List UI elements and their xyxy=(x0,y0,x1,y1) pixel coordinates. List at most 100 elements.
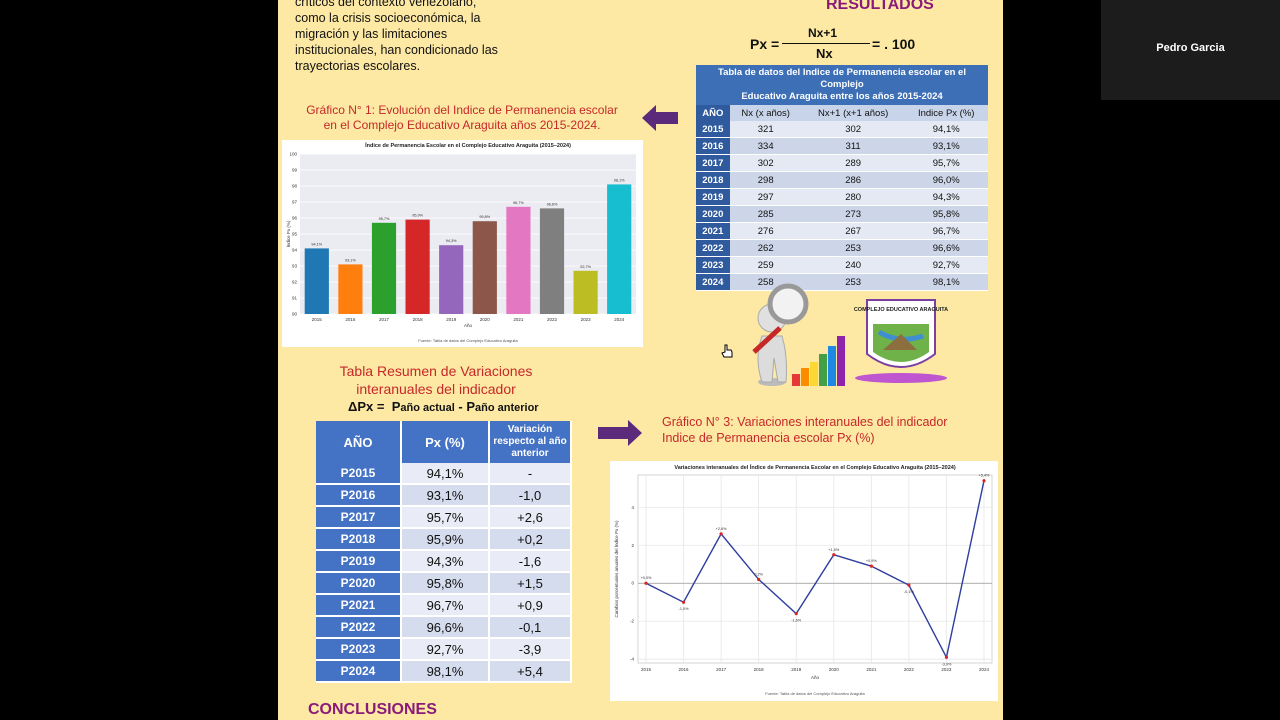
table-cell: -3,9 xyxy=(489,638,572,661)
table-row: P2021 96,7% +0,9 xyxy=(316,594,572,617)
arrow-left-icon xyxy=(642,105,678,131)
poster: críticos del contexto venezolano, como l… xyxy=(278,0,1003,720)
column-header: AÑO xyxy=(316,421,402,463)
y-tick-label: 98 xyxy=(292,184,298,189)
table-cell: P2019 xyxy=(316,550,402,573)
data-label: 92,7% xyxy=(580,265,591,269)
table-cell: 273 xyxy=(801,205,905,223)
data-table-title: Tabla de datos del Indice de Permanencia… xyxy=(696,65,988,105)
chart-title: Índice de Permanencia Escolar en el Comp… xyxy=(365,141,571,149)
formula: Px = Nx+1 Nx = . 100 xyxy=(750,24,950,64)
x-tick-label: 2023 xyxy=(941,667,952,672)
table-row: P2024 98,1% +5,4 xyxy=(316,660,572,683)
y-tick-label: 100 xyxy=(289,152,297,157)
table-cell: 286 xyxy=(801,171,905,189)
data-label: 0,2% xyxy=(754,572,763,576)
y-tick-label: 90 xyxy=(292,312,298,317)
fraction-bar xyxy=(782,43,870,44)
table-cell: 93,1% xyxy=(904,137,988,155)
table-cell: 276 xyxy=(729,222,802,240)
table-cell: 259 xyxy=(729,256,802,274)
y-axis-label: Índice Px (%) xyxy=(285,220,291,247)
table-cell: 240 xyxy=(801,256,905,274)
x-tick-label: 2024 xyxy=(614,317,625,322)
table-cell: +5,4 xyxy=(489,660,572,683)
x-tick-label: 2016 xyxy=(345,317,356,322)
magnifier-figure-icon xyxy=(752,283,845,386)
data-label: 96,6% xyxy=(547,202,558,206)
table-cell: 321 xyxy=(729,121,802,138)
table-cell: 92,7% xyxy=(401,638,490,661)
summary-title: Tabla Resumen de Variaciones interanuale… xyxy=(310,362,562,398)
x-tick-label: 2015 xyxy=(312,317,323,322)
formula-rhs: = . 100 xyxy=(872,36,916,52)
data-label: 94,1% xyxy=(311,242,322,246)
table-row: 2019 297 280 94,3% xyxy=(696,188,988,206)
table-cell: 96,6% xyxy=(904,239,988,257)
table-cell: P2023 xyxy=(316,638,402,661)
data-label: 93,1% xyxy=(345,258,356,262)
data-point xyxy=(794,612,798,616)
x-tick-label: 2016 xyxy=(679,667,690,672)
delta-subscript: año actual xyxy=(400,402,455,414)
table-row: 2020 285 273 95,8% xyxy=(696,205,988,223)
table-cell: P2018 xyxy=(316,528,402,551)
y-tick-label: 91 xyxy=(292,296,298,301)
participant-name: Pedro Garcia xyxy=(1156,42,1225,54)
caption-line: Gráfico N° 1: Evolución del Indice de Pe… xyxy=(306,103,618,117)
table-row: 2021 276 267 96,7% xyxy=(696,222,988,240)
data-table-title-line: Educativo Araguita entre los años 2015-2… xyxy=(741,91,943,102)
table-cell: 2024 xyxy=(696,273,730,291)
table-cell: 311 xyxy=(801,137,905,155)
y-tick-label: 92 xyxy=(292,280,298,285)
table-cell: 98,1% xyxy=(401,660,490,683)
table-cell: P2015 xyxy=(316,463,402,485)
table-cell: 95,7% xyxy=(401,506,490,529)
column-header: Variación respecto al año anterior xyxy=(489,421,572,463)
x-tick-label: 2015 xyxy=(641,667,652,672)
series-line xyxy=(645,480,985,660)
data-table-title-line: Tabla de datos del Indice de Permanencia… xyxy=(718,67,966,90)
bar xyxy=(304,248,329,314)
column-header: Px (%) xyxy=(401,421,490,463)
table-cell: P2016 xyxy=(316,484,402,507)
intro-line: críticos del contexto venezolano, xyxy=(295,0,477,9)
table-row: 2016 334 311 93,1% xyxy=(696,137,988,155)
table-cell: 2017 xyxy=(696,154,730,172)
table-cell: 98,1% xyxy=(904,273,988,291)
data-label: 95,9% xyxy=(412,214,423,218)
table-cell: 253 xyxy=(801,273,905,291)
table-cell: 2020 xyxy=(696,205,730,223)
x-tick-label: 2023 xyxy=(581,317,592,322)
x-tick-label: 2019 xyxy=(791,667,802,672)
summary-title-line: Tabla Resumen de Variaciones xyxy=(339,363,533,379)
table-cell: 297 xyxy=(729,188,802,206)
table-cell: 285 xyxy=(729,205,802,223)
x-tick-label: 2020 xyxy=(480,317,491,322)
data-label: +0,0% xyxy=(641,576,652,580)
table-row: 2017 302 289 95,7% xyxy=(696,154,988,172)
bar xyxy=(607,184,632,314)
formula-lhs: Px = xyxy=(750,36,780,52)
data-point xyxy=(982,479,986,483)
data-label: -0,1% xyxy=(904,590,915,594)
bar xyxy=(472,221,497,314)
bar xyxy=(539,208,565,314)
plot-area xyxy=(637,474,993,664)
delta-subscript: año anterior xyxy=(475,402,539,414)
data-point xyxy=(944,655,949,659)
caption-line: Indice de Permanencia escolar Px (%) xyxy=(662,431,875,445)
data-point xyxy=(719,532,723,536)
chart1-caption: Gráfico N° 1: Evolución del Indice de Pe… xyxy=(288,103,636,133)
table-cell: +0,9 xyxy=(489,594,572,617)
table-row: 2022 262 253 96,6% xyxy=(696,239,988,257)
video-tile[interactable]: Pedro Garcia xyxy=(1101,0,1280,100)
data-label: 94,3% xyxy=(446,239,457,243)
chart3-caption: Gráfico N° 3: Variaciones interanuales d… xyxy=(662,414,947,446)
logo-text: COMPLEJO EDUCATIVO ARAGUITA xyxy=(854,307,948,313)
data-label: 95,7% xyxy=(379,217,390,221)
bar xyxy=(338,264,363,314)
table-cell: +1,5 xyxy=(489,572,572,595)
x-tick-label: 2017 xyxy=(379,317,390,322)
table-cell: 302 xyxy=(729,154,802,172)
